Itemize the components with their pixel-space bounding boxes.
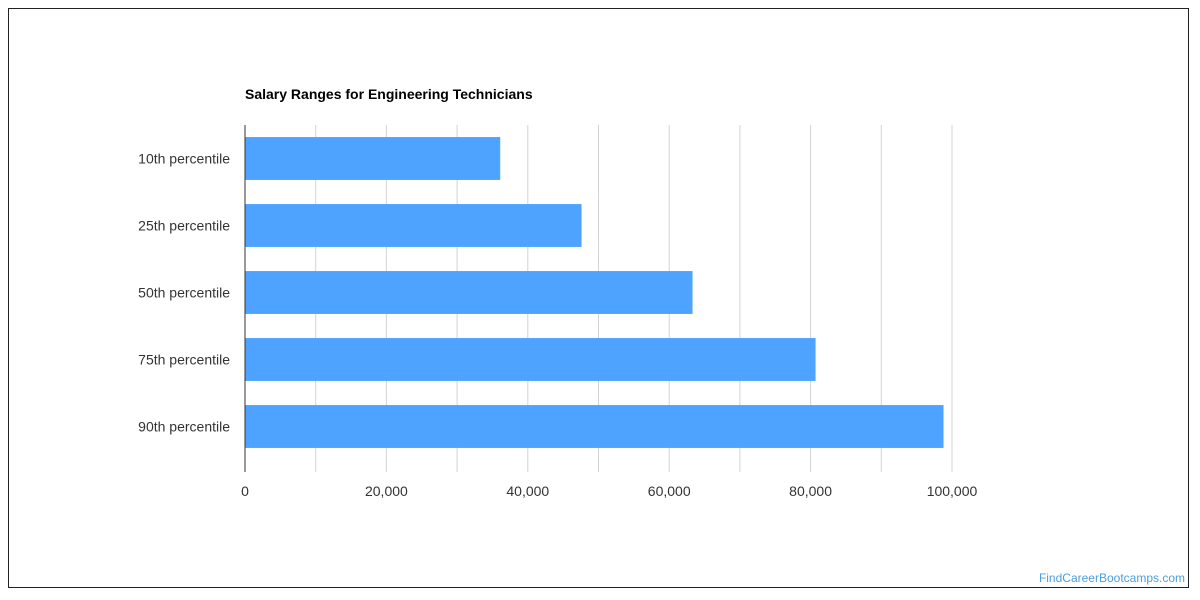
bar — [245, 137, 501, 180]
chart-title: Salary Ranges for Engineering Technician… — [245, 86, 533, 102]
x-tick-label: 60,000 — [648, 483, 691, 499]
x-tick-label: 0 — [241, 483, 249, 499]
bar — [245, 271, 693, 314]
x-tick-label: 100,000 — [927, 483, 978, 499]
chart-frame — [8, 8, 1189, 588]
bar — [245, 338, 816, 381]
source-watermark: FindCareerBootcamps.com — [1038, 571, 1185, 585]
category-label: 50th percentile — [138, 285, 230, 301]
category-label: 90th percentile — [138, 419, 230, 435]
bar — [245, 204, 582, 247]
x-tick-label: 20,000 — [365, 483, 408, 499]
x-tick-label: 40,000 — [506, 483, 549, 499]
bar — [245, 405, 944, 448]
category-label: 25th percentile — [138, 218, 230, 234]
category-label: 10th percentile — [138, 151, 230, 167]
x-tick-label: 80,000 — [789, 483, 832, 499]
category-label: 75th percentile — [138, 352, 230, 368]
